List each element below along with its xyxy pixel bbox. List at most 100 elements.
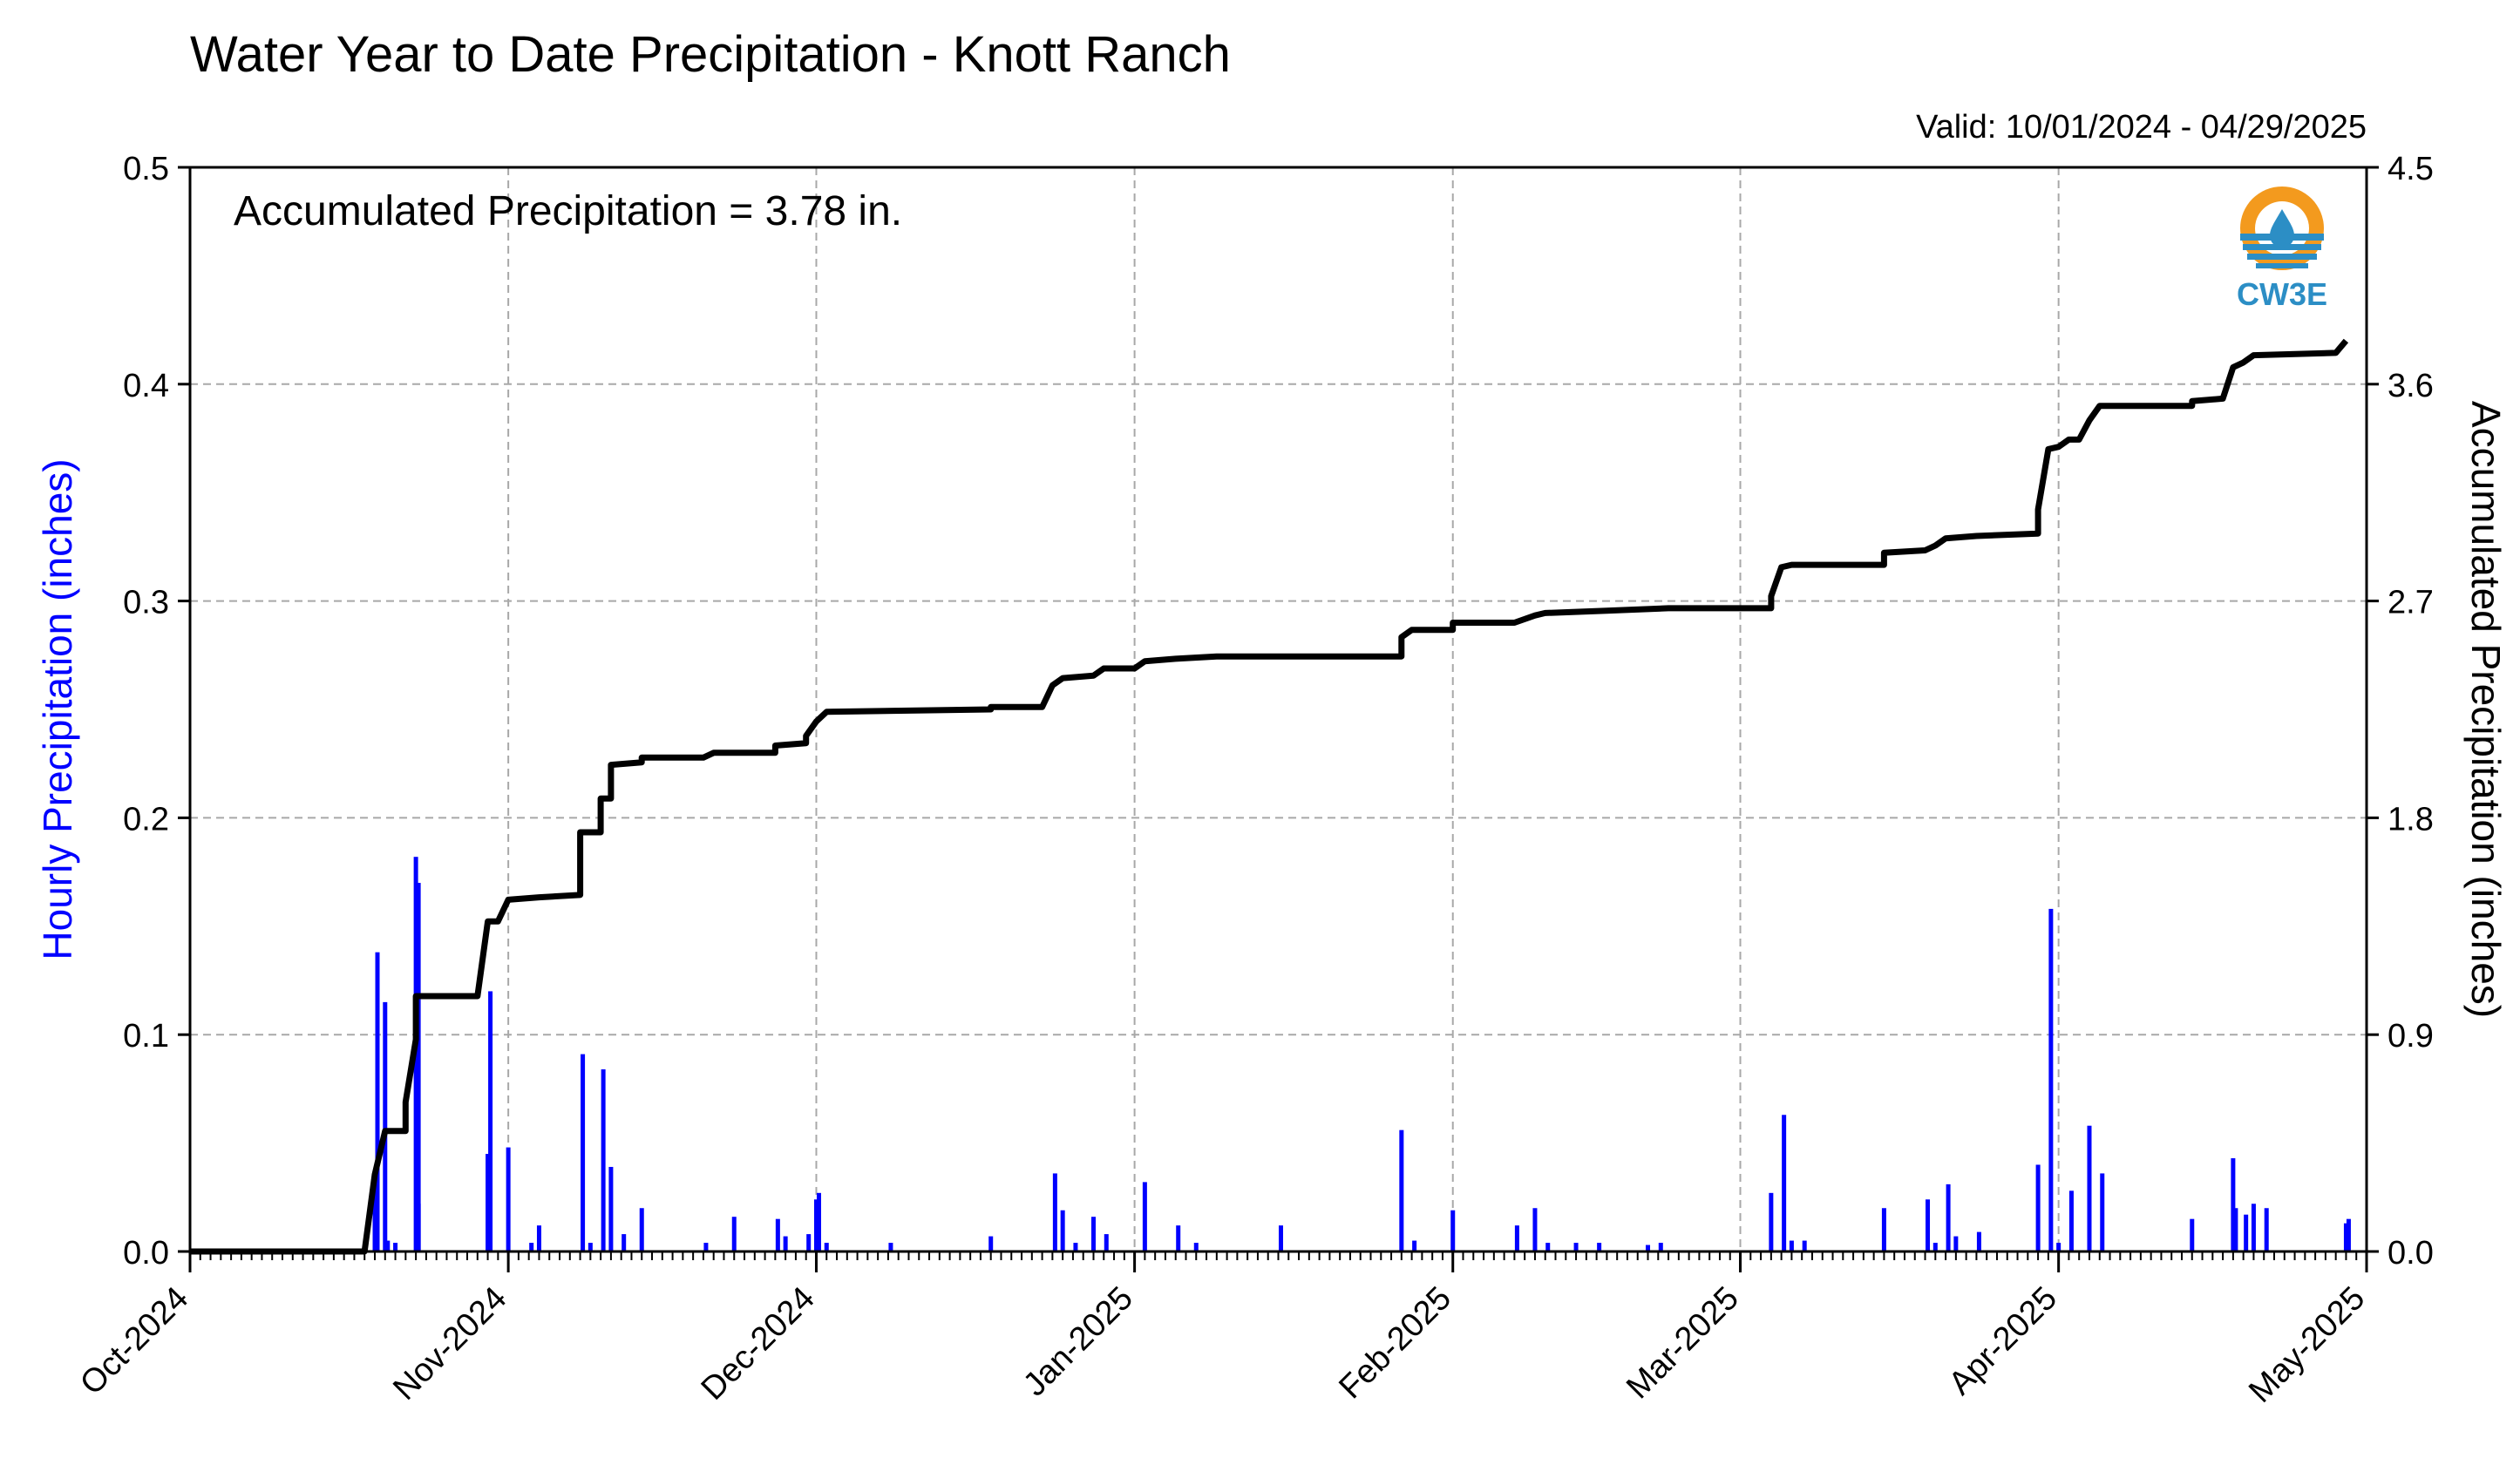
hourly-bar xyxy=(1090,1217,1096,1251)
right-tick-label: 3.6 xyxy=(2388,368,2434,404)
right-tick-label: 4.5 xyxy=(2388,151,2434,187)
x-tick-label: Jan-2025 xyxy=(1016,1280,1140,1404)
hourly-bar xyxy=(1782,1115,1787,1251)
hourly-bar xyxy=(529,1243,534,1251)
hourly-bar xyxy=(2087,1125,2092,1251)
right-tick-label: 2.7 xyxy=(2388,585,2434,621)
hourly-bar xyxy=(1193,1243,1199,1251)
hourly-bar xyxy=(416,1204,421,1251)
left-axis: 0.0 0.1 0.2 0.3 0.4 0.5 xyxy=(123,151,190,1272)
hourly-bar xyxy=(2244,1214,2249,1251)
hourly-bar xyxy=(639,1208,644,1251)
hourly-bar xyxy=(1769,1192,1774,1251)
left-tick-label: 0.2 xyxy=(123,801,169,838)
hourly-bar xyxy=(2346,1218,2351,1251)
chart-title: Water Year to Date Precipitation - Knott… xyxy=(190,26,1231,83)
hourly-bar xyxy=(806,1234,812,1251)
hourly-bar xyxy=(1789,1240,1794,1251)
x-tick-label: May-2025 xyxy=(2242,1280,2372,1410)
hourly-bar xyxy=(506,1147,511,1251)
hourly-bar xyxy=(775,1218,780,1251)
accumulated-line xyxy=(190,338,2349,1255)
hourly-bar xyxy=(1279,1225,1283,1251)
hourly-bar xyxy=(488,991,493,1251)
hourly-bar xyxy=(816,1192,821,1251)
hourly-bar xyxy=(375,952,380,1251)
right-tick-label: 0.0 xyxy=(2388,1235,2434,1272)
hourly-bar xyxy=(2035,1164,2041,1251)
hourly-bar xyxy=(1052,1173,1057,1251)
hourly-bar xyxy=(1060,1210,1065,1251)
hourly-bar xyxy=(1597,1243,1602,1251)
hourly-bar xyxy=(383,1001,388,1251)
hourly-bars xyxy=(372,857,2351,1251)
hourly-bar xyxy=(1976,1231,1981,1251)
hourly-bar xyxy=(486,1154,491,1251)
left-tick-label: 0.3 xyxy=(123,585,169,621)
hourly-bar xyxy=(1399,1129,1404,1251)
accumulated-annotation: Accumulated Precipitation = 3.78 in. xyxy=(234,188,902,234)
x-tick-label: Nov-2024 xyxy=(386,1280,513,1407)
right-axis: 0.0 0.9 1.8 2.7 3.6 4.5 xyxy=(2367,151,2434,1272)
hourly-bar xyxy=(1658,1243,1663,1251)
left-tick-label: 0.5 xyxy=(123,151,169,187)
chart-subtitle: Valid: 10/01/2024 - 04/29/2025 xyxy=(1916,109,2367,146)
hourly-bar xyxy=(416,883,421,1251)
hourly-bar xyxy=(2190,1218,2195,1251)
hourly-bar xyxy=(1926,1199,1931,1251)
hourly-bar xyxy=(2100,1173,2105,1251)
hourly-bar xyxy=(2251,1204,2256,1251)
hourly-bar xyxy=(536,1225,541,1251)
hourly-bar xyxy=(888,1243,893,1251)
hourly-bar xyxy=(1104,1234,1109,1251)
hourly-bar xyxy=(622,1234,627,1251)
gridlines xyxy=(190,167,2367,1251)
hourly-bar xyxy=(2048,908,2054,1251)
cw3e-logo: CW3E xyxy=(2237,187,2327,312)
hourly-bar xyxy=(608,1166,614,1251)
hourly-bar xyxy=(988,1236,994,1251)
hourly-bar xyxy=(783,1236,788,1251)
hourly-bar xyxy=(2233,1208,2238,1251)
hourly-bar xyxy=(1881,1208,1886,1251)
right-tick-label: 1.8 xyxy=(2388,801,2434,838)
hourly-bar xyxy=(1176,1225,1181,1251)
hourly-bar xyxy=(1142,1182,1147,1251)
hourly-bar xyxy=(601,1069,606,1251)
hourly-bar xyxy=(2264,1208,2269,1251)
left-tick-label: 0.0 xyxy=(123,1235,169,1272)
hourly-bar xyxy=(824,1243,829,1251)
hourly-bar xyxy=(1646,1245,1651,1251)
hourly-bar xyxy=(372,1182,377,1251)
hourly-bar xyxy=(731,1217,737,1251)
hourly-bar xyxy=(385,1240,391,1251)
hourly-bar xyxy=(2231,1158,2236,1251)
hourly-bar xyxy=(1932,1243,1938,1251)
right-tick-label: 0.9 xyxy=(2388,1018,2434,1055)
hourly-bar xyxy=(588,1243,593,1251)
cw3e-logo-text: CW3E xyxy=(2237,276,2327,312)
left-tick-label: 0.4 xyxy=(123,368,169,404)
hourly-bar xyxy=(1532,1208,1538,1251)
hourly-bar xyxy=(1802,1240,1807,1251)
hourly-bar xyxy=(1946,1184,1951,1251)
right-axis-title: Accumulated Precipitation (inches) xyxy=(2463,401,2509,1018)
hourly-bar xyxy=(1073,1243,1078,1251)
left-tick-label: 0.1 xyxy=(123,1018,169,1055)
hourly-bar xyxy=(2343,1223,2348,1251)
hourly-bar xyxy=(1412,1240,1417,1251)
left-axis-title: Hourly Precipitation (inches) xyxy=(35,458,80,960)
x-tick-label: Dec-2024 xyxy=(695,1280,822,1407)
hourly-bar xyxy=(1545,1243,1551,1251)
x-tick-label: Mar-2025 xyxy=(1620,1280,1746,1407)
hourly-bar xyxy=(2068,1190,2074,1251)
hourly-bar xyxy=(1573,1243,1579,1251)
hourly-bar xyxy=(2056,1243,2062,1251)
hourly-bar xyxy=(703,1243,709,1251)
x-axis: Oct-2024 Nov-2024 Dec-2024 Jan-2025 Feb-2025… xyxy=(73,1251,2372,1410)
x-tick-label: Feb-2025 xyxy=(1332,1280,1458,1407)
x-tick-label: Oct-2024 xyxy=(73,1280,195,1402)
hourly-bar xyxy=(581,1054,586,1251)
x-tick-label: Apr-2025 xyxy=(1942,1280,2064,1402)
